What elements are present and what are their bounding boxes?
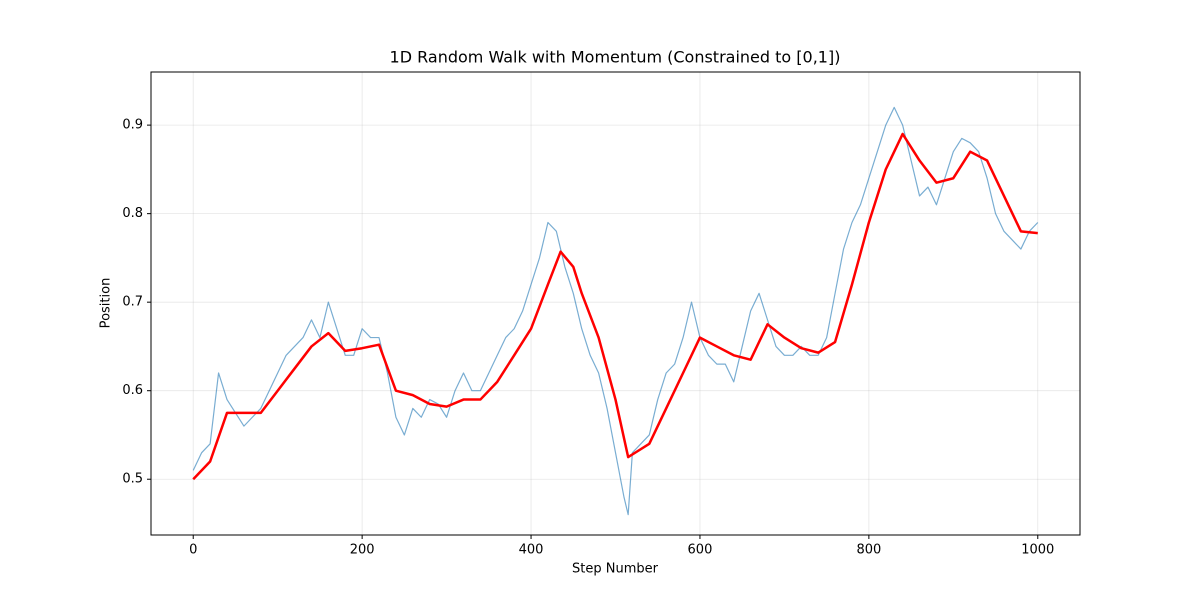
y-tick-label: 0.8 [122, 206, 143, 221]
x-tick-label: 400 [519, 543, 544, 558]
y-tick-label: 0.9 [122, 118, 143, 133]
plot-frame [150, 71, 1081, 536]
y-tick-label: 0.7 [122, 295, 143, 310]
series-line [192, 106, 1039, 516]
x-tick-label: 0 [189, 543, 197, 558]
y-tick-label: 0.6 [122, 383, 143, 398]
x-tick-label: 200 [350, 543, 375, 558]
y-axis-label: Position [99, 278, 114, 329]
x-tick-label: 600 [688, 543, 713, 558]
y-tick-label: 0.5 [122, 472, 143, 487]
x-axis-label: Step Number [572, 562, 659, 577]
x-tick-label: 1000 [1021, 543, 1054, 558]
series-line [192, 132, 1038, 481]
chart-title: 1D Random Walk with Momentum (Constraine… [390, 48, 841, 67]
x-tick-label: 800 [856, 543, 881, 558]
